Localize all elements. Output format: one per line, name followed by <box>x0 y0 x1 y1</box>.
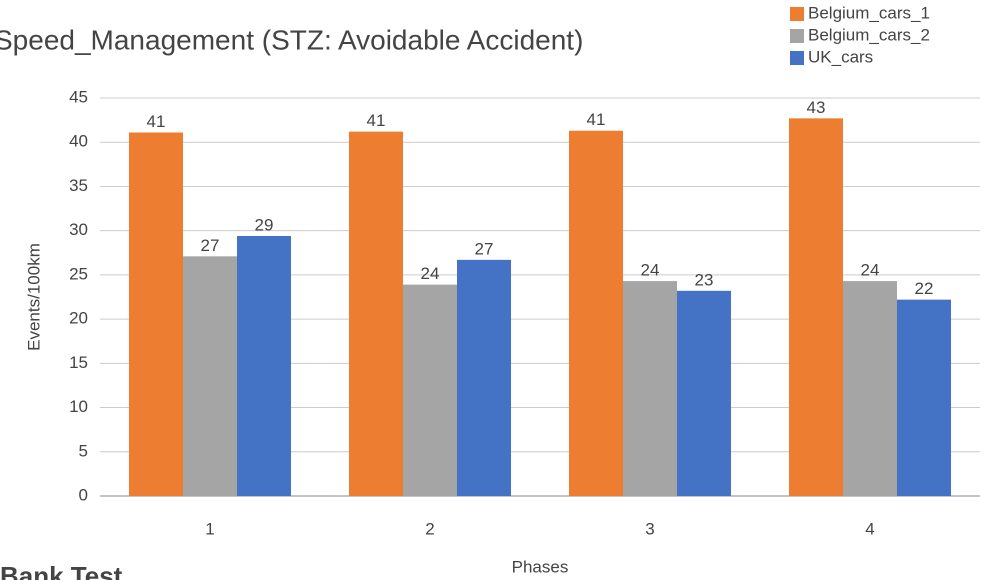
bar <box>843 281 897 496</box>
bar <box>349 131 403 496</box>
legend-swatch <box>790 51 804 65</box>
y-tick-label: 20 <box>69 309 88 328</box>
value-label: 24 <box>641 261 660 280</box>
y-tick-label: 35 <box>69 176 88 195</box>
legend-swatch <box>790 7 804 21</box>
value-label: 41 <box>367 111 386 130</box>
bar <box>237 235 291 496</box>
bar <box>677 290 731 496</box>
value-label: 24 <box>421 264 440 283</box>
x-tick-label: 4 <box>865 519 874 538</box>
x-tick-label: 3 <box>645 519 654 538</box>
value-label: 22 <box>915 279 934 298</box>
y-tick-label: 30 <box>69 220 88 239</box>
bar <box>457 259 511 496</box>
bar <box>129 132 183 496</box>
bar <box>623 281 677 496</box>
value-label: 27 <box>201 236 220 255</box>
bar <box>403 284 457 496</box>
legend-label: Belgium_cars_1 <box>808 3 930 22</box>
value-label: 41 <box>147 112 166 131</box>
bar <box>897 299 951 496</box>
y-tick-label: 45 <box>69 87 88 106</box>
value-label: 27 <box>475 239 494 258</box>
bar <box>183 256 237 496</box>
y-tick-label: 10 <box>69 397 88 416</box>
value-label: 29 <box>255 215 274 234</box>
x-tick-label: 1 <box>205 519 214 538</box>
value-label: 43 <box>807 98 826 117</box>
caption: Bank Test <box>0 561 123 580</box>
legend-swatch <box>790 29 804 43</box>
bar <box>569 130 623 497</box>
y-tick-label: 40 <box>69 132 88 151</box>
y-tick-label: 5 <box>79 441 88 460</box>
x-tick-label: 2 <box>425 519 434 538</box>
value-label: 23 <box>695 270 714 289</box>
legend-label: UK_cars <box>808 47 873 66</box>
value-label: 41 <box>587 110 606 129</box>
x-axis-label: Phases <box>512 557 569 576</box>
y-tick-label: 0 <box>79 485 88 504</box>
value-label: 24 <box>861 261 880 280</box>
y-tick-label: 25 <box>69 264 88 283</box>
chart-title: Speed_Management (STZ: Avoidable Acciden… <box>0 24 583 55</box>
bar <box>789 118 843 496</box>
y-tick-label: 15 <box>69 353 88 372</box>
y-axis-label: Events/100km <box>24 243 43 351</box>
legend-label: Belgium_cars_2 <box>808 25 930 44</box>
